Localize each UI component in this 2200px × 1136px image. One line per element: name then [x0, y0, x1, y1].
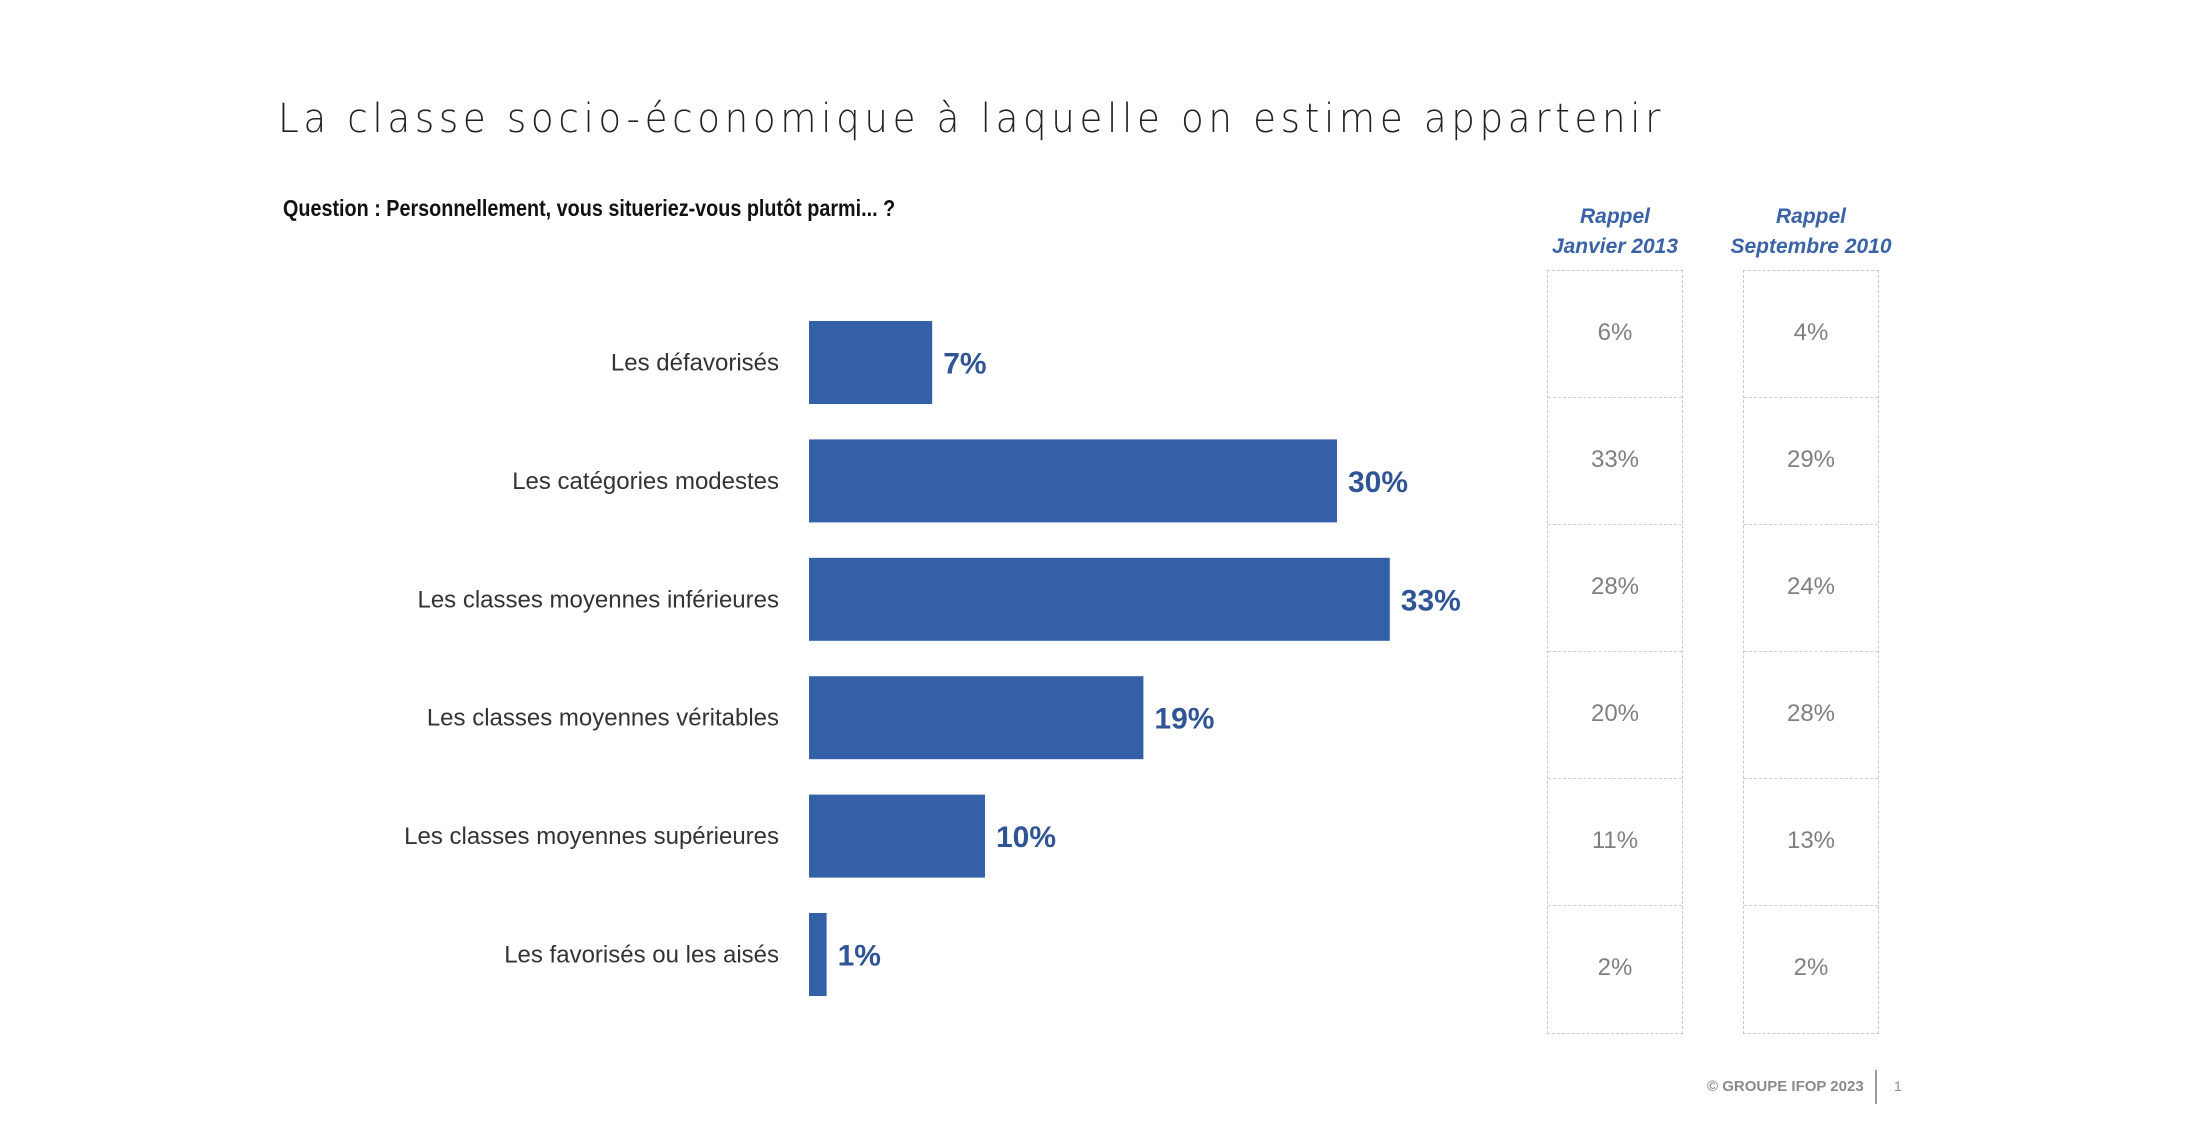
page-number: 1	[1894, 1078, 1902, 1094]
value-label: 7%	[943, 348, 986, 381]
recall-header-line2: Septembre 2010	[1730, 235, 1892, 258]
category-label: Les classes moyennes véritables	[427, 705, 779, 732]
recall-column-2013: 6% 33% 28% 20% 11% 2%	[1547, 270, 1683, 1034]
footer-divider	[1875, 1070, 1877, 1104]
value-label: 1%	[838, 940, 881, 973]
question-text: Question : Personnellement, vous situeri…	[283, 195, 896, 221]
recall-cell: 4%	[1744, 271, 1878, 398]
bar	[809, 321, 933, 404]
slide-title: La classe socio-économique à laquelle on…	[278, 96, 1666, 142]
recall-header-2013: Rappel Janvier 2013	[1515, 202, 1715, 262]
bar	[809, 676, 1144, 760]
recall-column-2010: 4% 29% 24% 28% 13% 2%	[1743, 270, 1879, 1034]
recall-header-2010: Rappel Septembre 2010	[1711, 202, 1911, 262]
category-label: Les classes moyennes supérieures	[404, 823, 779, 850]
value-label: 30%	[1348, 466, 1408, 499]
copyright-footer: © GROUPE IFOP 2023	[1707, 1078, 1864, 1095]
category-label: Les catégories modestes	[512, 468, 779, 495]
value-label: 10%	[996, 821, 1056, 854]
recall-cell: 2%	[1597, 954, 1633, 981]
recall-cell: 29%	[1744, 398, 1878, 525]
category-label: Les défavorisés	[611, 350, 779, 377]
recall-header-line2: Janvier 2013	[1551, 235, 1679, 258]
bar-chart: Les défavorisés 7% Les catégories modestes…	[404, 321, 1461, 996]
category-label: Les classes moyennes inférieures	[417, 586, 779, 613]
value-label: 33%	[1401, 584, 1461, 617]
bar	[809, 913, 827, 996]
recall-cell: 28%	[1744, 652, 1878, 779]
recall-cell: 24%	[1744, 525, 1878, 652]
bar	[809, 557, 1390, 641]
recall-header-line1: Rappel	[1579, 205, 1650, 228]
recall-cell: 11%	[1548, 779, 1682, 906]
recall-cell: 20%	[1548, 652, 1682, 779]
bar	[809, 439, 1337, 523]
recall-cell: 33%	[1548, 398, 1682, 525]
recall-cell: 28%	[1548, 525, 1682, 652]
recall-cell: 2%	[1793, 954, 1829, 981]
recall-cell: 13%	[1744, 779, 1878, 906]
recall-header-line1: Rappel	[1775, 205, 1846, 228]
bar	[809, 794, 985, 878]
recall-cell: 6%	[1548, 271, 1682, 398]
category-label: Les favorisés ou les aisés	[504, 942, 779, 969]
value-label: 19%	[1154, 703, 1214, 736]
